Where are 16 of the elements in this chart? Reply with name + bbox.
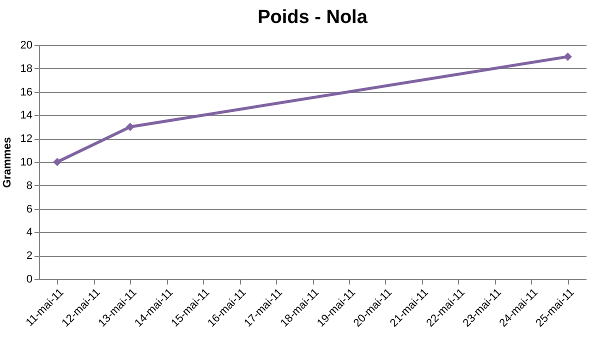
y-tick-label: 12	[20, 133, 32, 146]
y-tick-label: 0	[26, 274, 32, 286]
y-tick-label: 4	[26, 226, 32, 239]
point	[564, 52, 572, 61]
y-axis-title: Grammes	[1, 137, 14, 188]
point	[126, 122, 134, 132]
y-tick-label: 2	[26, 250, 32, 262]
chart-title: Poids - Nola	[258, 7, 368, 28]
y-tick-label: 6	[26, 203, 32, 216]
point	[53, 158, 62, 166]
y-tick-label: 20	[20, 40, 32, 52]
y-tick-label: 14	[20, 110, 32, 122]
y-tick-label: 8	[26, 180, 32, 192]
y-tick-label: 16	[20, 86, 32, 98]
y-tick-label: 18	[20, 62, 32, 75]
y-tick-label: 10	[20, 156, 32, 168]
